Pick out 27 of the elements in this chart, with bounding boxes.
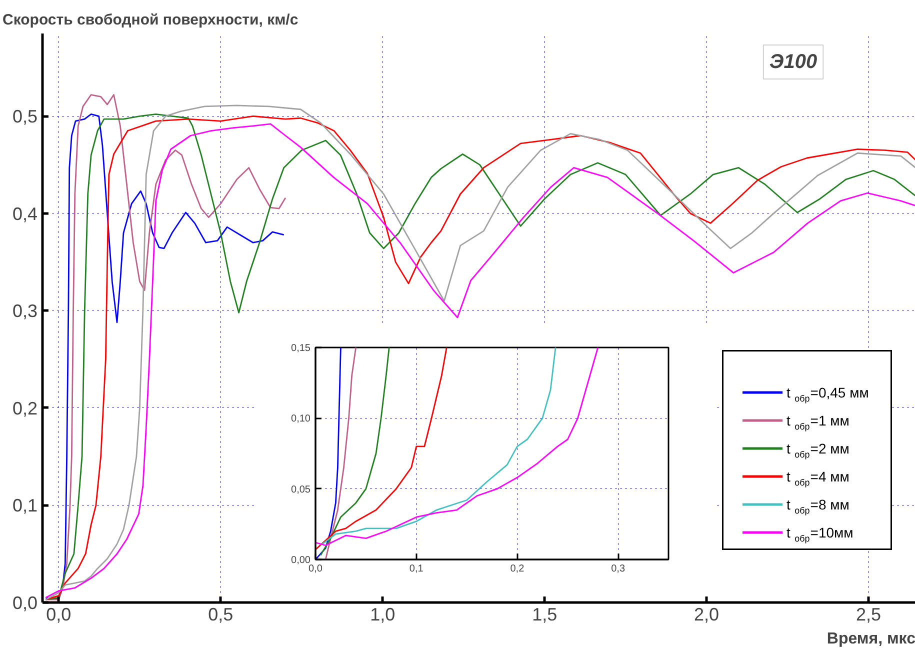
x-tick-label: 1,0 (370, 604, 396, 624)
y-tick-label: 0,10 (291, 414, 311, 425)
y-tick-label: 0,1 (12, 496, 38, 516)
line-series (320, 348, 556, 546)
x-tick-label: 1,5 (532, 604, 558, 624)
y-axis-title: Скорость свободной поверхности, км/с (2, 12, 298, 28)
x-tick-label: 0,3 (611, 564, 626, 574)
line-series (316, 348, 599, 546)
y-tick-label: 0,5 (12, 106, 38, 127)
x-tick-label: 0,0 (46, 604, 72, 624)
x-tick-label: 0,0 (308, 564, 323, 574)
x-axis-title: Время, мкс (826, 630, 915, 648)
y-tick-label: 0,4 (12, 204, 38, 224)
annotation: Э100 (769, 51, 818, 74)
line-series (320, 348, 390, 556)
x-tick-label: 0,1 (409, 564, 424, 574)
x-tick-label: 0,5 (208, 604, 234, 624)
y-tick-label: 0,3 (12, 301, 38, 322)
line-series (324, 348, 357, 560)
x-tick-label: 2,5 (856, 604, 882, 624)
x-tick-label: 2,0 (694, 604, 720, 624)
x-tick-label: 0,2 (510, 564, 525, 574)
line-series (316, 348, 448, 550)
y-tick-label: 0,2 (12, 398, 38, 418)
y-tick-label: 0,00 (291, 555, 311, 566)
y-tick-label: 0,05 (291, 484, 311, 496)
y-tick-label: 0,15 (291, 343, 311, 354)
